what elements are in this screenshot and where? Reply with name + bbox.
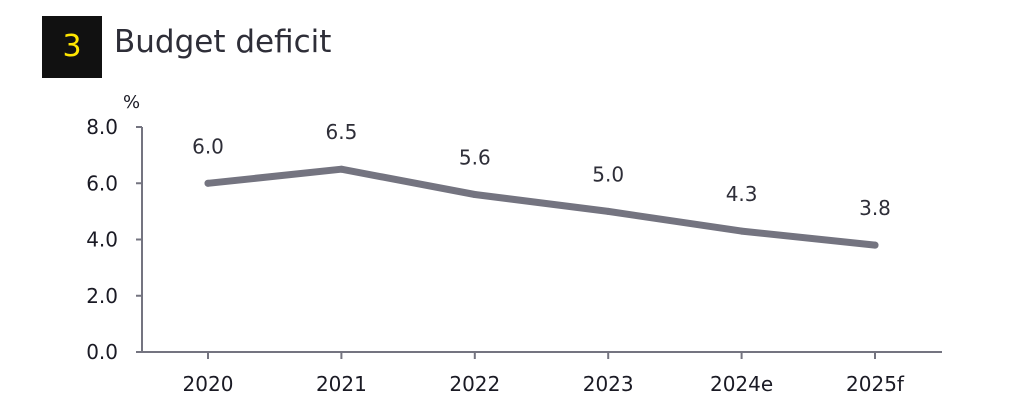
data-labels: 6.0 6.5 5.6 5.0 4.3 3.8 [192, 120, 891, 220]
series-line [204, 165, 879, 249]
x-tick-label: 2023 [583, 372, 634, 396]
y-tick-label: 8.0 [86, 115, 118, 139]
chart-title: Budget deficit [114, 24, 332, 60]
data-point [471, 191, 479, 198]
data-label: 6.0 [192, 134, 224, 158]
data-point [738, 227, 746, 235]
x-tick-label: 2022 [449, 372, 500, 396]
data-point [871, 241, 879, 249]
x-tick-label: 2025f [846, 372, 905, 396]
y-tick-label: 0.0 [86, 340, 118, 364]
data-label: 5.6 [459, 146, 491, 170]
data-label: 3.8 [859, 196, 891, 220]
data-label: 5.0 [592, 162, 624, 186]
figure-number: 3 [62, 29, 82, 64]
data-point [337, 165, 345, 173]
data-point [604, 207, 612, 215]
data-label: 6.5 [325, 120, 357, 144]
figure-number-badge: 3 [42, 16, 102, 78]
data-label: 4.3 [726, 182, 758, 206]
x-tick-label: 2020 [183, 372, 234, 396]
y-tick-label: 6.0 [86, 171, 118, 195]
y-axis-ticks: 0.0 2.0 4.0 6.0 8.0 [86, 115, 142, 364]
x-tick-label: 2024e [710, 372, 773, 396]
series-group [204, 165, 879, 249]
data-point [204, 179, 212, 187]
x-axis-ticks: 2020 2021 2022 2023 2024e 2025f [183, 352, 905, 396]
x-tick-label: 2021 [316, 372, 367, 396]
y-axis-unit: % [123, 92, 140, 113]
y-tick-label: 2.0 [86, 284, 118, 308]
axes [141, 127, 942, 353]
y-tick-label: 4.0 [86, 228, 118, 252]
